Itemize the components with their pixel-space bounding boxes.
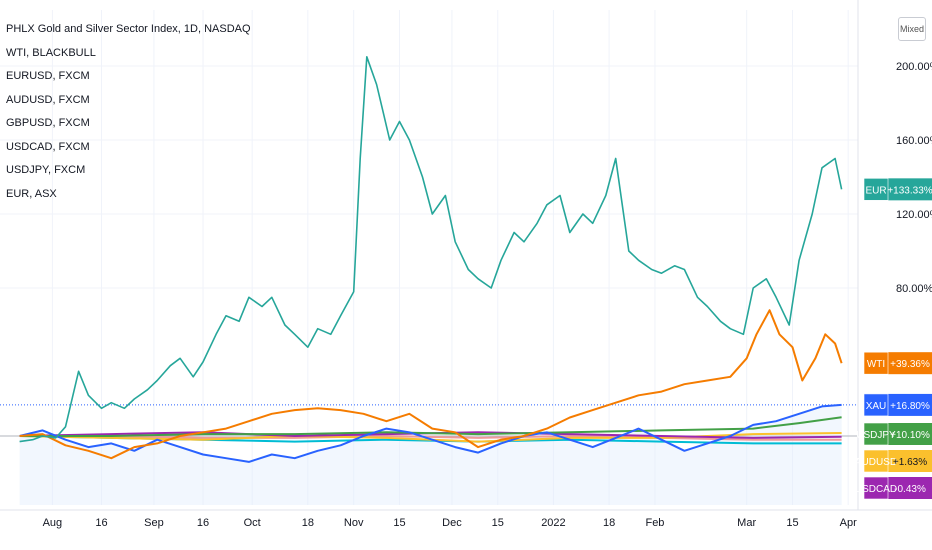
x-tick-label: 16	[197, 517, 209, 529]
x-tick-label: Mar	[737, 517, 756, 529]
price-badges: EUR +133.33% WTI +39.36% XAU +16.80% USDJPY+10…	[855, 178, 932, 500]
badge-name: EUR	[865, 185, 886, 196]
badge-name: USDCAD	[855, 484, 897, 495]
badge-name: XAU	[866, 401, 887, 412]
badge-eur: EUR +133.33%	[863, 178, 932, 201]
series-lines	[19, 55, 843, 463]
badge-value: +133.33%	[887, 185, 932, 196]
badge-xau: XAU +16.80%	[863, 393, 932, 417]
x-tick-label: 2022	[541, 517, 565, 529]
series-line-eur	[19, 55, 843, 443]
badge-value: +10.10%	[890, 430, 930, 441]
x-tick-label: Aug	[43, 517, 63, 529]
badge-usdjpy: USDJPY+10.10%	[856, 422, 932, 446]
y-tick-label: 160.00%	[896, 135, 932, 147]
y-tick-label: 80.00%	[896, 283, 932, 295]
y-tick-label: 120.00%	[896, 209, 932, 221]
badge-wti: WTI +39.36%	[863, 351, 932, 375]
series-line-xau	[19, 403, 842, 463]
x-tick-label: Dec	[442, 517, 462, 529]
badge-name: USDJPY	[856, 430, 896, 441]
badge-name-bg	[863, 449, 889, 473]
badge-name-bg	[863, 476, 889, 500]
x-tick-label: 18	[603, 517, 615, 529]
xau-area-fill	[19, 404, 842, 505]
badge-name: WTI	[867, 359, 885, 370]
x-tick-label: 15	[393, 517, 405, 529]
badge-usdcad: USDCAD-0.43%	[855, 476, 932, 500]
legend-item[interactable]: WTI, BLACKBULL	[6, 47, 96, 59]
legend-item[interactable]: GBPUSD, FXCM	[6, 117, 90, 129]
y-axis: 200.00% 160.00% 120.00% 80.00%	[896, 61, 932, 295]
series-line-extra-7	[19, 435, 842, 441]
grid	[0, 10, 858, 505]
legend-title: PHLX Gold and Silver Sector Index, 1D, N…	[6, 23, 251, 35]
series-line-wti	[19, 309, 843, 460]
x-tick-label: 16	[95, 517, 107, 529]
badge-value: +1.63%	[893, 457, 927, 468]
x-tick-label: Oct	[244, 517, 261, 529]
x-axis: Aug 16 Sep 16 Oct 18 Nov 15 Dec 15 2022 18 Feb Mar 15 A…	[0, 0, 932, 529]
x-tick-label: 15	[786, 517, 798, 529]
x-tick-label: Sep	[144, 517, 164, 529]
series-line-usdjpy	[19, 416, 842, 437]
x-tick-label: 18	[302, 517, 314, 529]
x-tick-label: Feb	[645, 517, 664, 529]
badge-audusd: AUDUSD+1.63%	[855, 449, 932, 473]
badge-name: AUDUSD	[855, 457, 897, 468]
badge-name-bg	[863, 351, 889, 375]
legend-item[interactable]: AUDUSD, FXCM	[6, 94, 90, 106]
x-tick-label: Apr	[840, 517, 857, 529]
x-tick-label: 15	[492, 517, 504, 529]
scale-mode-button[interactable]: Mixed	[898, 17, 926, 41]
legend-item[interactable]: USDCAD, FXCM	[6, 141, 90, 153]
badge-name-bg	[863, 178, 889, 201]
x-tick-label: Nov	[344, 517, 364, 529]
legend-item[interactable]: EURUSD, FXCM	[6, 70, 90, 82]
legend-item[interactable]: USDJPY, FXCM	[6, 164, 86, 176]
badge-name-bg	[863, 422, 889, 446]
xau-area	[19, 404, 842, 505]
legend-item[interactable]: EUR, ASX	[6, 188, 57, 200]
badge-value: +16.80%	[890, 401, 930, 412]
badge-value: +39.36%	[890, 359, 930, 370]
badge-name-bg	[863, 393, 889, 417]
badge-value: -0.43%	[894, 484, 926, 495]
y-tick-label: 200.00%	[896, 61, 932, 73]
